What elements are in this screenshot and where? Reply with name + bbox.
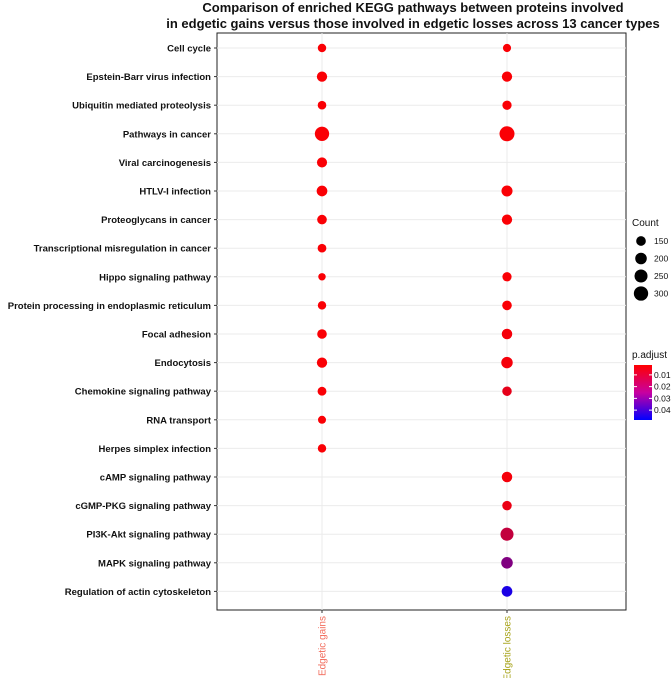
y-label-regulation-of-actin-cytoskeleton: Regulation of actin cytoskeleton (65, 587, 211, 598)
point-edgetic-losses-cgmp-pkg-signaling-pathway (502, 500, 512, 511)
point-edgetic-gains-rna-transport (317, 415, 327, 424)
y-label-cgmp-pkg-signaling-pathway: cGMP-PKG signaling pathway (75, 501, 211, 512)
y-label-rna-transport: RNA transport (146, 415, 211, 426)
count-legend-label-300: 300 (654, 289, 668, 299)
point-edgetic-gains-epstein-barr-virus-infection (316, 71, 328, 82)
point-edgetic-losses-hippo-signaling-pathway (502, 272, 512, 282)
point-edgetic-gains-focal-adhesion (317, 329, 327, 339)
point-edgetic-losses-proteoglycans-in-cancer (501, 214, 513, 225)
point-edgetic-gains-transcriptional-misregulation-in-cancer (317, 243, 327, 253)
p-adjust-label-2: 0.03 (654, 393, 671, 403)
y-label-hippo-signaling-pathway: Hippo signaling pathway (99, 272, 212, 283)
point-edgetic-losses-epstein-barr-virus-infection (501, 71, 513, 82)
point-edgetic-gains-endocytosis (316, 357, 328, 368)
grid-lines (217, 33, 626, 610)
y-label-htlv-i-infection: HTLV-I infection (139, 187, 211, 198)
point-edgetic-gains-cell-cycle (317, 43, 327, 53)
count-legend-dot-150 (636, 236, 646, 246)
x-axis-labels: Edgetic gains Edgetic losses (318, 610, 514, 678)
count-legend-label-250: 250 (654, 271, 668, 281)
p-adjust-legend: p.adjust 0.01 0.020.03 0.04 (632, 350, 671, 420)
count-legend-dot-300 (633, 286, 649, 301)
count-legend-label-200: 200 (654, 254, 668, 264)
y-label-pathways-in-cancer: Pathways in cancer (123, 129, 211, 140)
point-edgetic-losses-cell-cycle (502, 43, 512, 53)
point-edgetic-losses-camp-signaling-pathway (501, 471, 513, 483)
point-edgetic-gains-viral-carcinogenesis (316, 157, 328, 168)
point-edgetic-gains-hippo-signaling-pathway (318, 273, 326, 281)
count-legend-title: Count (632, 218, 659, 229)
point-edgetic-losses-pi3k-akt-signaling-pathway (500, 527, 514, 541)
y-label-endocytosis: Endocytosis (155, 358, 212, 369)
y-label-protein-processing-in-endoplasmic-reticulum: Protein processing in endoplasmic reticu… (8, 301, 211, 312)
count-legend: Count 150 200 250 300 (632, 218, 668, 301)
point-edgetic-losses-mapk-signaling-pathway (501, 557, 513, 569)
y-label-epstein-barr-virus-infection: Epstein-Barr virus infection (86, 72, 211, 83)
point-edgetic-losses-ubiquitin-mediated-proteolysis (502, 100, 512, 110)
point-edgetic-losses-protein-processing-in-endoplasmic-reticulum (502, 300, 512, 311)
x-label-edgetic-losses: Edgetic losses (503, 616, 514, 678)
point-edgetic-gains-pathways-in-cancer (314, 126, 330, 141)
point-edgetic-losses-endocytosis (501, 356, 513, 369)
y-label-chemokine-signaling-pathway: Chemokine signaling pathway (75, 387, 212, 398)
point-edgetic-losses-chemokine-signaling-pathway (502, 386, 512, 396)
point-edgetic-gains-chemokine-signaling-pathway (317, 386, 327, 396)
x-label-edgetic-gains: Edgetic gains (318, 616, 329, 676)
y-label-focal-adhesion: Focal adhesion (142, 330, 211, 341)
point-edgetic-gains-protein-processing-in-endoplasmic-reticulum (317, 301, 327, 310)
count-legend-dot-200 (635, 252, 647, 265)
p-adjust-label-1: 0.02 (654, 382, 671, 392)
y-label-transcriptional-misregulation-in-cancer: Transcriptional misregulation in cancer (34, 244, 212, 255)
y-label-proteoglycans-in-cancer: Proteoglycans in cancer (101, 215, 211, 226)
p-adjust-gradient-bar (634, 365, 652, 420)
point-edgetic-losses-regulation-of-actin-cytoskeleton (501, 586, 513, 597)
point-edgetic-gains-ubiquitin-mediated-proteolysis (317, 100, 327, 110)
y-label-ubiquitin-mediated-proteolysis: Ubiquitin mediated proteolysis (72, 101, 211, 112)
p-adjust-label-0: 0.01 (654, 370, 671, 380)
y-label-pi3k-akt-signaling-pathway: PI3K-Akt signaling pathway (86, 530, 211, 541)
data-points (314, 43, 515, 597)
y-label-herpes-simplex-infection: Herpes simplex infection (99, 444, 212, 455)
point-edgetic-losses-focal-adhesion (501, 328, 513, 340)
point-edgetic-losses-pathways-in-cancer (499, 126, 515, 142)
count-legend-dot-250 (634, 269, 648, 283)
count-legend-label-150: 150 (654, 236, 668, 246)
point-edgetic-gains-herpes-simplex-infection (317, 444, 327, 453)
point-edgetic-losses-htlv-i-infection (501, 185, 513, 197)
point-edgetic-gains-htlv-i-infection (316, 185, 328, 197)
p-adjust-legend-title: p.adjust (632, 350, 667, 361)
y-label-camp-signaling-pathway: cAMP signaling pathway (100, 473, 212, 484)
y-axis-labels: Cell cycle Epstein-Barr virus infection Ub… (8, 44, 217, 598)
y-label-cell-cycle: Cell cycle (167, 44, 211, 55)
chart-title-line-1: Comparison of enriched KEGG pathways bet… (202, 0, 623, 15)
point-edgetic-gains-proteoglycans-in-cancer (317, 214, 327, 225)
plot-panel (216, 32, 627, 611)
y-label-viral-carcinogenesis: Viral carcinogenesis (119, 158, 211, 169)
chart-title: Comparison of enriched KEGG pathways bet… (166, 0, 660, 31)
p-adjust-label-3: 0.04 (654, 405, 671, 415)
y-label-mapk-signaling-pathway: MAPK signaling pathway (98, 558, 212, 569)
chart-title-line-2: in edgetic gains versus those involved i… (166, 16, 660, 31)
